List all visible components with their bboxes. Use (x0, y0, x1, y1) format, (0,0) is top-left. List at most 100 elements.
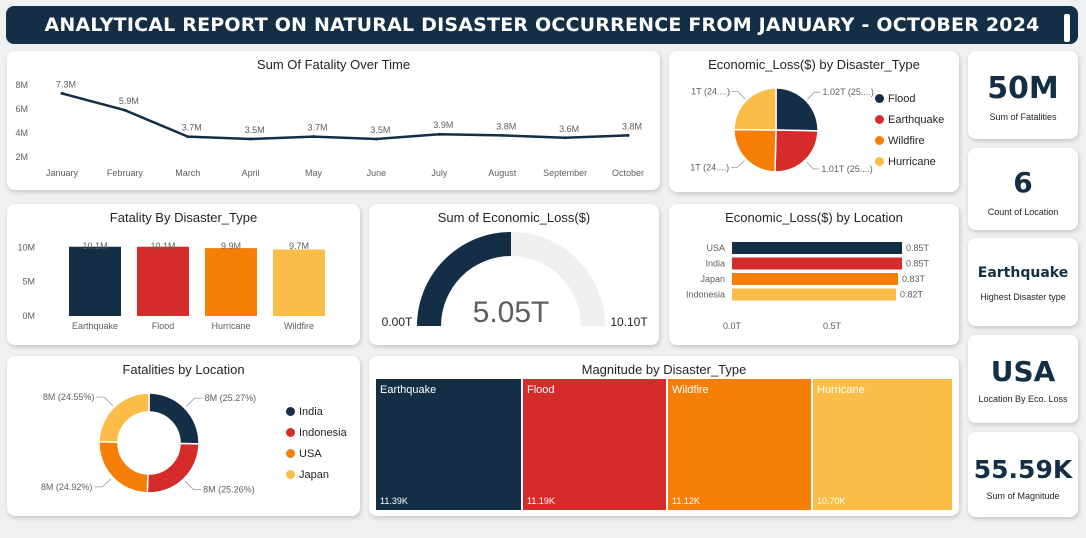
kpi-location-eco-loss[interactable]: USA Location By Eco. Loss (968, 335, 1078, 423)
legend-dot (286, 407, 295, 416)
treemap-category: Flood (527, 384, 555, 396)
slice-label: 1T (24....) (690, 163, 729, 173)
data-label: 3.8M (622, 121, 642, 131)
legend-label: Indonesia (299, 426, 347, 439)
legend-item-flood[interactable]: Flood (875, 88, 944, 109)
pie-econ-card[interactable]: Economic_Loss($) by Disaster_Type 1.02T … (669, 51, 959, 192)
data-point (563, 136, 567, 140)
kpi-value: 55.59K (973, 455, 1073, 484)
treemap-value: 11.12K (672, 496, 700, 506)
data-label: 3.9M (433, 120, 453, 130)
kpi-count-location[interactable]: 6 Count of Location (968, 148, 1078, 230)
legend-item-hurricane[interactable]: Hurricane (875, 151, 944, 172)
x-tick-label: August (488, 168, 517, 178)
kpi-sum-fatalities[interactable]: 50M Sum of Fatalities (968, 51, 1078, 139)
data-point (60, 91, 64, 95)
x-tick-label: 0.5T (823, 321, 842, 331)
legend-dot (875, 94, 884, 103)
pie-econ-chart: 1.02T (25....) 1.01T (25....) 1T (24....) 1… (690, 87, 874, 174)
treemap-card[interactable]: Magnitude by Disaster_Type Earthquake 11… (369, 356, 959, 516)
legend-dot (286, 470, 295, 479)
legend-label: Earthquake (888, 113, 945, 126)
legend-item-indonesia[interactable]: Indonesia (286, 422, 347, 443)
donut-slice-japan (98, 392, 150, 443)
leader-line (96, 396, 114, 406)
data-label: 3.7M (308, 123, 328, 133)
donut-slice-usa (98, 440, 149, 494)
hbar-india (732, 257, 902, 270)
gauge-track (511, 232, 605, 326)
treemap-value: 11.19K (527, 496, 555, 506)
line-chart-card[interactable]: Sum Of Fatality Over Time 2M 4M 6M 8M 7.3M Ja… (7, 51, 660, 190)
scrollbar[interactable] (1064, 14, 1070, 42)
x-tick-label: 0.0T (723, 321, 742, 331)
data-point (626, 133, 630, 137)
kpi-label: Location By Eco. Loss (978, 394, 1068, 404)
treemap-cell-earthquake[interactable]: Earthquake 11.39K (376, 379, 521, 510)
bar-earthquake (69, 246, 121, 316)
legend-item-earthquake[interactable]: Earthquake (875, 109, 944, 130)
leader-line (806, 161, 820, 170)
data-label: 7.3M (56, 79, 76, 89)
x-tick-label: Flood (152, 321, 175, 331)
hbar-usa (732, 242, 902, 254)
gauge-value: 5.05T (473, 296, 550, 329)
slice-label: 1T (24....) (691, 87, 730, 97)
fatality-line (61, 92, 629, 141)
data-point (186, 135, 190, 139)
data-label: 5.9M (119, 96, 139, 106)
bar-hurricane (205, 248, 257, 316)
x-tick-label: March (175, 168, 200, 178)
kpi-highest-disaster[interactable]: Earthquake Highest Disaster type (968, 238, 1078, 326)
treemap-category: Earthquake (380, 384, 437, 396)
gauge-fill (417, 232, 511, 326)
kpi-sum-magnitude[interactable]: 55.59K Sum of Magnitude (968, 432, 1078, 517)
donut-location-chart: 8M (25.27%) 8M (25.26%) 8M (24.92%) 8M (24.… (41, 392, 257, 494)
y-tick-label: India (705, 259, 725, 269)
legend-item-india[interactable]: India (286, 401, 347, 422)
x-tick-label: February (107, 168, 144, 178)
slice-label: 8M (25.27%) (205, 393, 257, 403)
treemap-category: Hurricane (817, 384, 865, 396)
treemap-value: 10.70K (817, 496, 846, 506)
treemap-cell-flood[interactable]: Flood 11.19K (523, 379, 666, 510)
x-tick-label: Hurricane (211, 321, 250, 331)
hbar-location-title: Economic_Loss($) by Location (725, 210, 903, 225)
kpi-value: Earthquake (977, 265, 1069, 281)
data-label: 0.85T (906, 243, 930, 253)
data-label: 0.83T (902, 274, 926, 284)
data-point (249, 137, 253, 141)
x-tick-label: May (305, 168, 323, 178)
legend-item-japan[interactable]: Japan (286, 464, 347, 485)
line-chart: 2M 4M 6M 8M 7.3M January 5.9M February 3.7M March… (15, 79, 644, 178)
y-tick-label: 2M (15, 152, 28, 162)
bar-fatality-chart: 0M 5M 10M 10.1M Earthquake 10.1M Flood 9.9M Hurr… (17, 241, 325, 331)
donut-location-card[interactable]: Fatalities by Location 8M (25.27%) 8M (25… (7, 356, 360, 516)
bar-fatality-title: Fatality By Disaster_Type (109, 210, 258, 225)
legend-label: Japan (299, 468, 329, 481)
bar-wildfire (273, 249, 325, 316)
gauge-card[interactable]: Sum of Economic_Loss($) 5.05T 0.00T 10.10T (369, 204, 659, 345)
hbar-location-card[interactable]: Economic_Loss($) by Location USA 0.85T Ind… (669, 204, 959, 345)
donut-slice-india (148, 392, 200, 445)
legend-item-wildfire[interactable]: Wildfire (875, 130, 944, 151)
slice-label: 8M (25.26%) (203, 484, 255, 494)
gauge-title: Sum of Economic_Loss($) (437, 210, 591, 225)
x-tick-label: October (612, 168, 644, 178)
donut-location-title: Fatalities by Location (122, 362, 245, 377)
treemap-cell-hurricane[interactable]: Hurricane 10.70K (813, 379, 952, 510)
data-label: 3.7M (182, 123, 202, 133)
y-tick-label: USA (706, 243, 725, 253)
y-tick-label: 6M (15, 104, 28, 114)
data-point (374, 137, 378, 141)
y-tick-label: 5M (22, 277, 35, 287)
y-tick-label: 8M (15, 80, 28, 90)
legend-item-usa[interactable]: USA (286, 443, 347, 464)
bar-fatality-card[interactable]: Fatality By Disaster_Type 0M 5M 10M 10.1M Ea… (7, 204, 360, 345)
kpi-value: USA (990, 355, 1056, 388)
x-tick-label: January (46, 168, 79, 178)
kpi-value: 6 (1013, 166, 1033, 199)
treemap-cell-wildfire[interactable]: Wildfire 11.12K (668, 379, 811, 510)
leader-line (185, 397, 203, 407)
legend-dot (286, 428, 295, 437)
